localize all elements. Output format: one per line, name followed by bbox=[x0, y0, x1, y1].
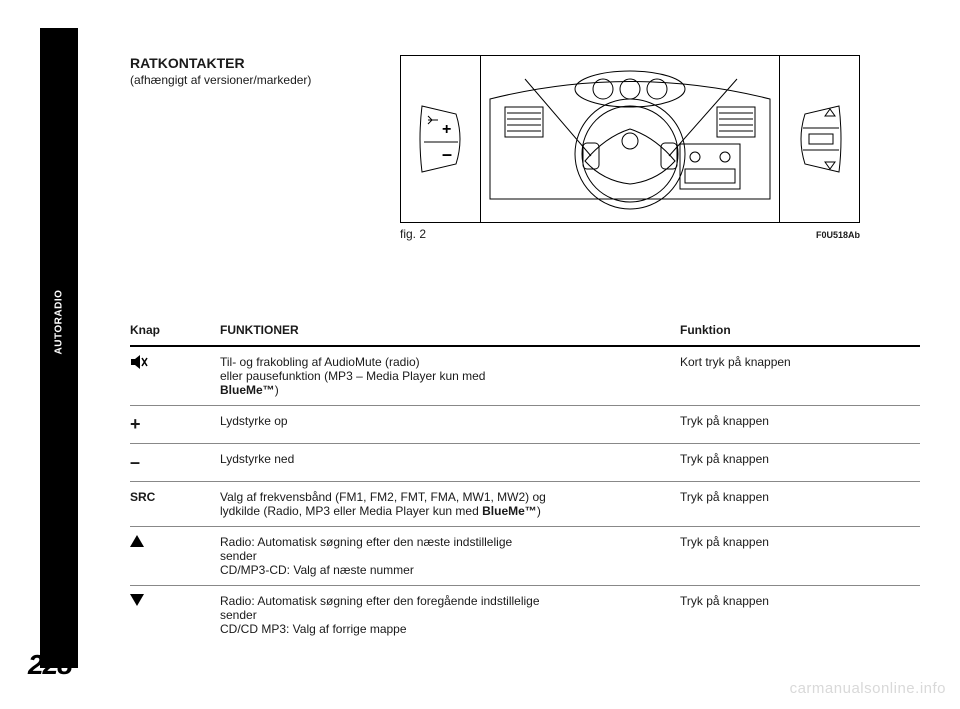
triangle-down-icon bbox=[130, 595, 144, 609]
table-row: –Lydstyrke nedTryk på knappen bbox=[130, 444, 920, 482]
table-row: SRCValg af frekvensbånd (FM1, FM2, FMT, … bbox=[130, 482, 920, 527]
figure-left-control-icon: + – bbox=[401, 56, 481, 222]
table-cell-funktion: Tryk på knappen bbox=[680, 406, 920, 444]
table-cell-knap bbox=[130, 586, 220, 645]
table-row: Radio: Automatisk søgning efter den næst… bbox=[130, 527, 920, 586]
table-cell-funktion: Kort tryk på knappen bbox=[680, 346, 920, 406]
table-cell-funktion: Tryk på knappen bbox=[680, 444, 920, 482]
figure-dashboard-icon bbox=[481, 56, 779, 222]
table-header-knap: Knap bbox=[130, 315, 220, 346]
table-row: Radio: Automatisk søgning efter den fore… bbox=[130, 586, 920, 645]
table-cell-funktion: Tryk på knappen bbox=[680, 586, 920, 645]
table-header-funktioner: FUNKTIONER bbox=[220, 315, 680, 346]
watermark: carmanualsonline.info bbox=[790, 680, 946, 697]
table-row: +Lydstyrke opTryk på knappen bbox=[130, 406, 920, 444]
table-cell-funktioner: Til- og frakobling af AudioMute (radio)e… bbox=[220, 346, 680, 406]
table-cell-knap: + bbox=[130, 406, 220, 444]
section-label: AUTORADIO bbox=[54, 317, 65, 355]
page: AUTORADIO 228 RATKONTAKTER (afhængigt af… bbox=[0, 0, 960, 709]
table-cell-knap: – bbox=[130, 444, 220, 482]
mute-icon bbox=[130, 358, 148, 372]
figure-block: + – bbox=[400, 55, 860, 241]
table-row: Til- og frakobling af AudioMute (radio)e… bbox=[130, 346, 920, 406]
table-cell-funktioner: Radio: Automatisk søgning efter den fore… bbox=[220, 586, 680, 645]
figure-illustration: + – bbox=[400, 55, 860, 223]
table-cell-funktion: Tryk på knappen bbox=[680, 482, 920, 527]
table-cell-funktion: Tryk på knappen bbox=[680, 527, 920, 586]
table-cell-funktioner: Radio: Automatisk søgning efter den næst… bbox=[220, 527, 680, 586]
svg-text:–: – bbox=[442, 144, 452, 164]
figure-caption: fig. 2 bbox=[400, 227, 426, 241]
triangle-up-icon bbox=[130, 536, 144, 550]
table-body: Til- og frakobling af AudioMute (radio)e… bbox=[130, 346, 920, 644]
table-cell-knap bbox=[130, 346, 220, 406]
figure-right-control-icon bbox=[779, 56, 859, 222]
page-number: 228 bbox=[28, 649, 72, 681]
table-cell-funktioner: Lydstyrke op bbox=[220, 406, 680, 444]
figure-code: F0U518Ab bbox=[816, 230, 860, 240]
table-cell-funktioner: Valg af frekvensbånd (FM1, FM2, FMT, FMA… bbox=[220, 482, 680, 527]
table-cell-knap: SRC bbox=[130, 482, 220, 527]
table-cell-knap bbox=[130, 527, 220, 586]
controls-table: Knap FUNKTIONER Funktion Til- og frakobl… bbox=[130, 315, 920, 644]
figure-caption-row: fig. 2 F0U518Ab bbox=[400, 227, 860, 241]
table-cell-funktioner: Lydstyrke ned bbox=[220, 444, 680, 482]
svg-text:+: + bbox=[442, 121, 451, 138]
table-header-funktion: Funktion bbox=[680, 315, 920, 346]
